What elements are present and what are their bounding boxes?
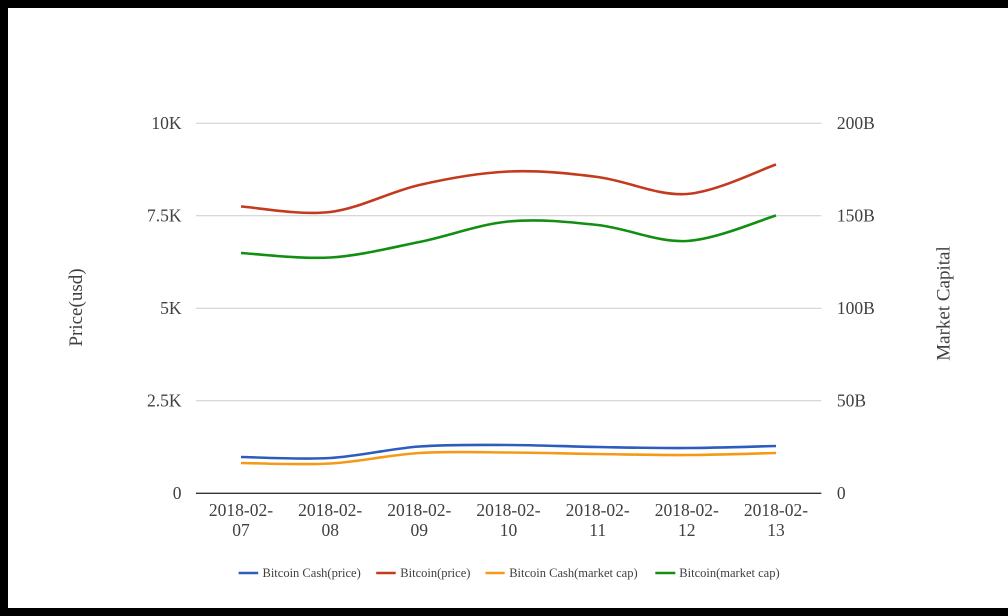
svg-text:10K: 10K [151, 113, 182, 133]
svg-text:150B: 150B [837, 206, 875, 226]
svg-text:Bitcoin(price): Bitcoin(price) [400, 566, 470, 580]
svg-text:2018-02-: 2018-02- [566, 500, 630, 520]
svg-text:Price(usd): Price(usd) [66, 268, 87, 346]
svg-text:200B: 200B [837, 113, 875, 133]
svg-text:100B: 100B [837, 298, 875, 318]
svg-text:2018-02-: 2018-02- [655, 500, 719, 520]
svg-text:2018-02-: 2018-02- [744, 500, 808, 520]
svg-text:50B: 50B [837, 391, 866, 411]
svg-text:Bitcoin(market cap): Bitcoin(market cap) [679, 566, 779, 580]
svg-text:2.5K: 2.5K [147, 391, 182, 411]
svg-text:2018-02-: 2018-02- [209, 500, 273, 520]
svg-text:10: 10 [500, 520, 518, 540]
svg-text:07: 07 [232, 520, 250, 540]
svg-text:11: 11 [589, 520, 606, 540]
svg-text:13: 13 [767, 520, 785, 540]
svg-text:09: 09 [411, 520, 429, 540]
svg-text:2018-02-: 2018-02- [298, 500, 362, 520]
svg-text:Bitcoin Cash(price): Bitcoin Cash(price) [263, 566, 361, 580]
svg-text:Bitcoin Cash(market cap): Bitcoin Cash(market cap) [509, 566, 637, 580]
svg-text:7.5K: 7.5K [147, 206, 182, 226]
svg-text:0: 0 [837, 483, 846, 503]
svg-text:0: 0 [173, 483, 182, 503]
svg-text:2018-02-: 2018-02- [476, 500, 540, 520]
svg-text:5K: 5K [160, 298, 182, 318]
svg-text:2018-02-: 2018-02- [387, 500, 451, 520]
svg-text:Market Capital: Market Capital [934, 246, 955, 361]
svg-text:08: 08 [321, 520, 339, 540]
svg-text:12: 12 [678, 520, 696, 540]
